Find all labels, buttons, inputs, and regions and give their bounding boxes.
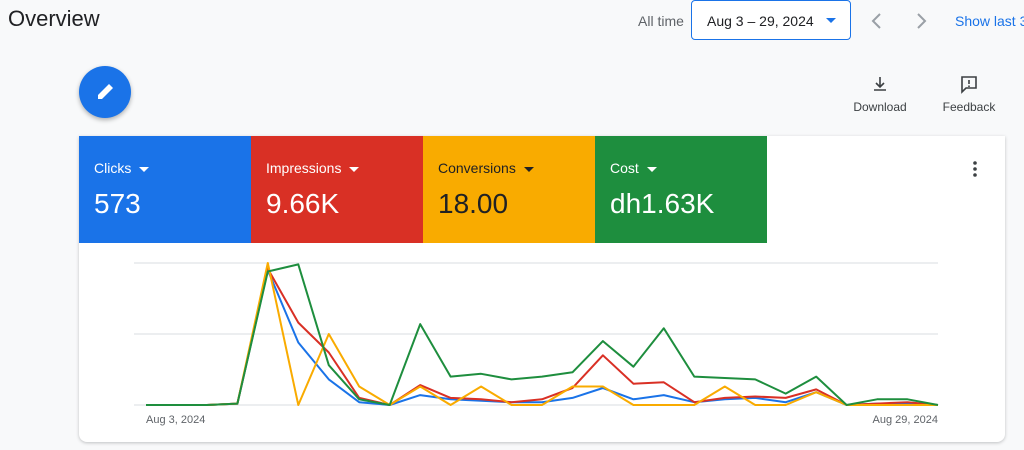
download-label: Download <box>853 100 907 114</box>
chart: Aug 3, 2024 Aug 29, 2024 <box>134 262 939 426</box>
metric-total: dh1.63K <box>610 188 715 219</box>
dropdown-caret <box>826 18 836 23</box>
feedback-label: Feedback <box>942 100 996 114</box>
download-button[interactable]: Download <box>845 74 915 114</box>
metric-tile[interactable]: Cost dh1.63K <box>595 136 767 243</box>
series-line <box>146 267 939 406</box>
page-title: Overview <box>8 6 100 31</box>
prev-button[interactable] <box>868 9 886 33</box>
metric-total: 18.00 <box>438 188 509 219</box>
metric-tile[interactable]: Conversions 18.00 <box>423 136 595 243</box>
show-last-button[interactable]: Show last 3 <box>955 13 1024 29</box>
x-tick-label: Aug 29, 2024 <box>873 414 938 426</box>
edit-button[interactable] <box>79 66 131 118</box>
next-button[interactable] <box>912 9 930 33</box>
series-line <box>146 263 939 406</box>
series-line <box>146 262 938 406</box>
pencil-icon <box>98 84 113 99</box>
metric-name: Cost <box>610 160 657 176</box>
feedback-icon <box>961 76 977 94</box>
date-picker[interactable]: Aug 3 – 29, 2024 <box>691 0 851 40</box>
metric-total: 9.66K <box>266 188 340 219</box>
series-line <box>146 269 939 406</box>
metric-total: 573 <box>94 188 141 219</box>
metric-tile[interactable]: Impressions 9.66K <box>251 136 423 243</box>
x-tick-label: Aug 3, 2024 <box>146 414 205 426</box>
metric-name: Conversions <box>438 160 534 176</box>
feedback-button[interactable]: Feedback <box>934 74 1004 114</box>
more-menu[interactable] <box>972 160 978 178</box>
range-label: All time <box>638 13 684 29</box>
metric-name: Impressions <box>266 160 359 176</box>
download-icon <box>874 77 886 91</box>
chart-card: Aug 3, 2024 Aug 29, 2024 Clicks 573 Impress… <box>79 136 1005 442</box>
metric-tile[interactable]: Clicks 573 <box>79 136 251 243</box>
date-range[interactable]: Aug 3 – 29, 2024 <box>707 13 814 29</box>
metric-name: Clicks <box>94 160 149 176</box>
